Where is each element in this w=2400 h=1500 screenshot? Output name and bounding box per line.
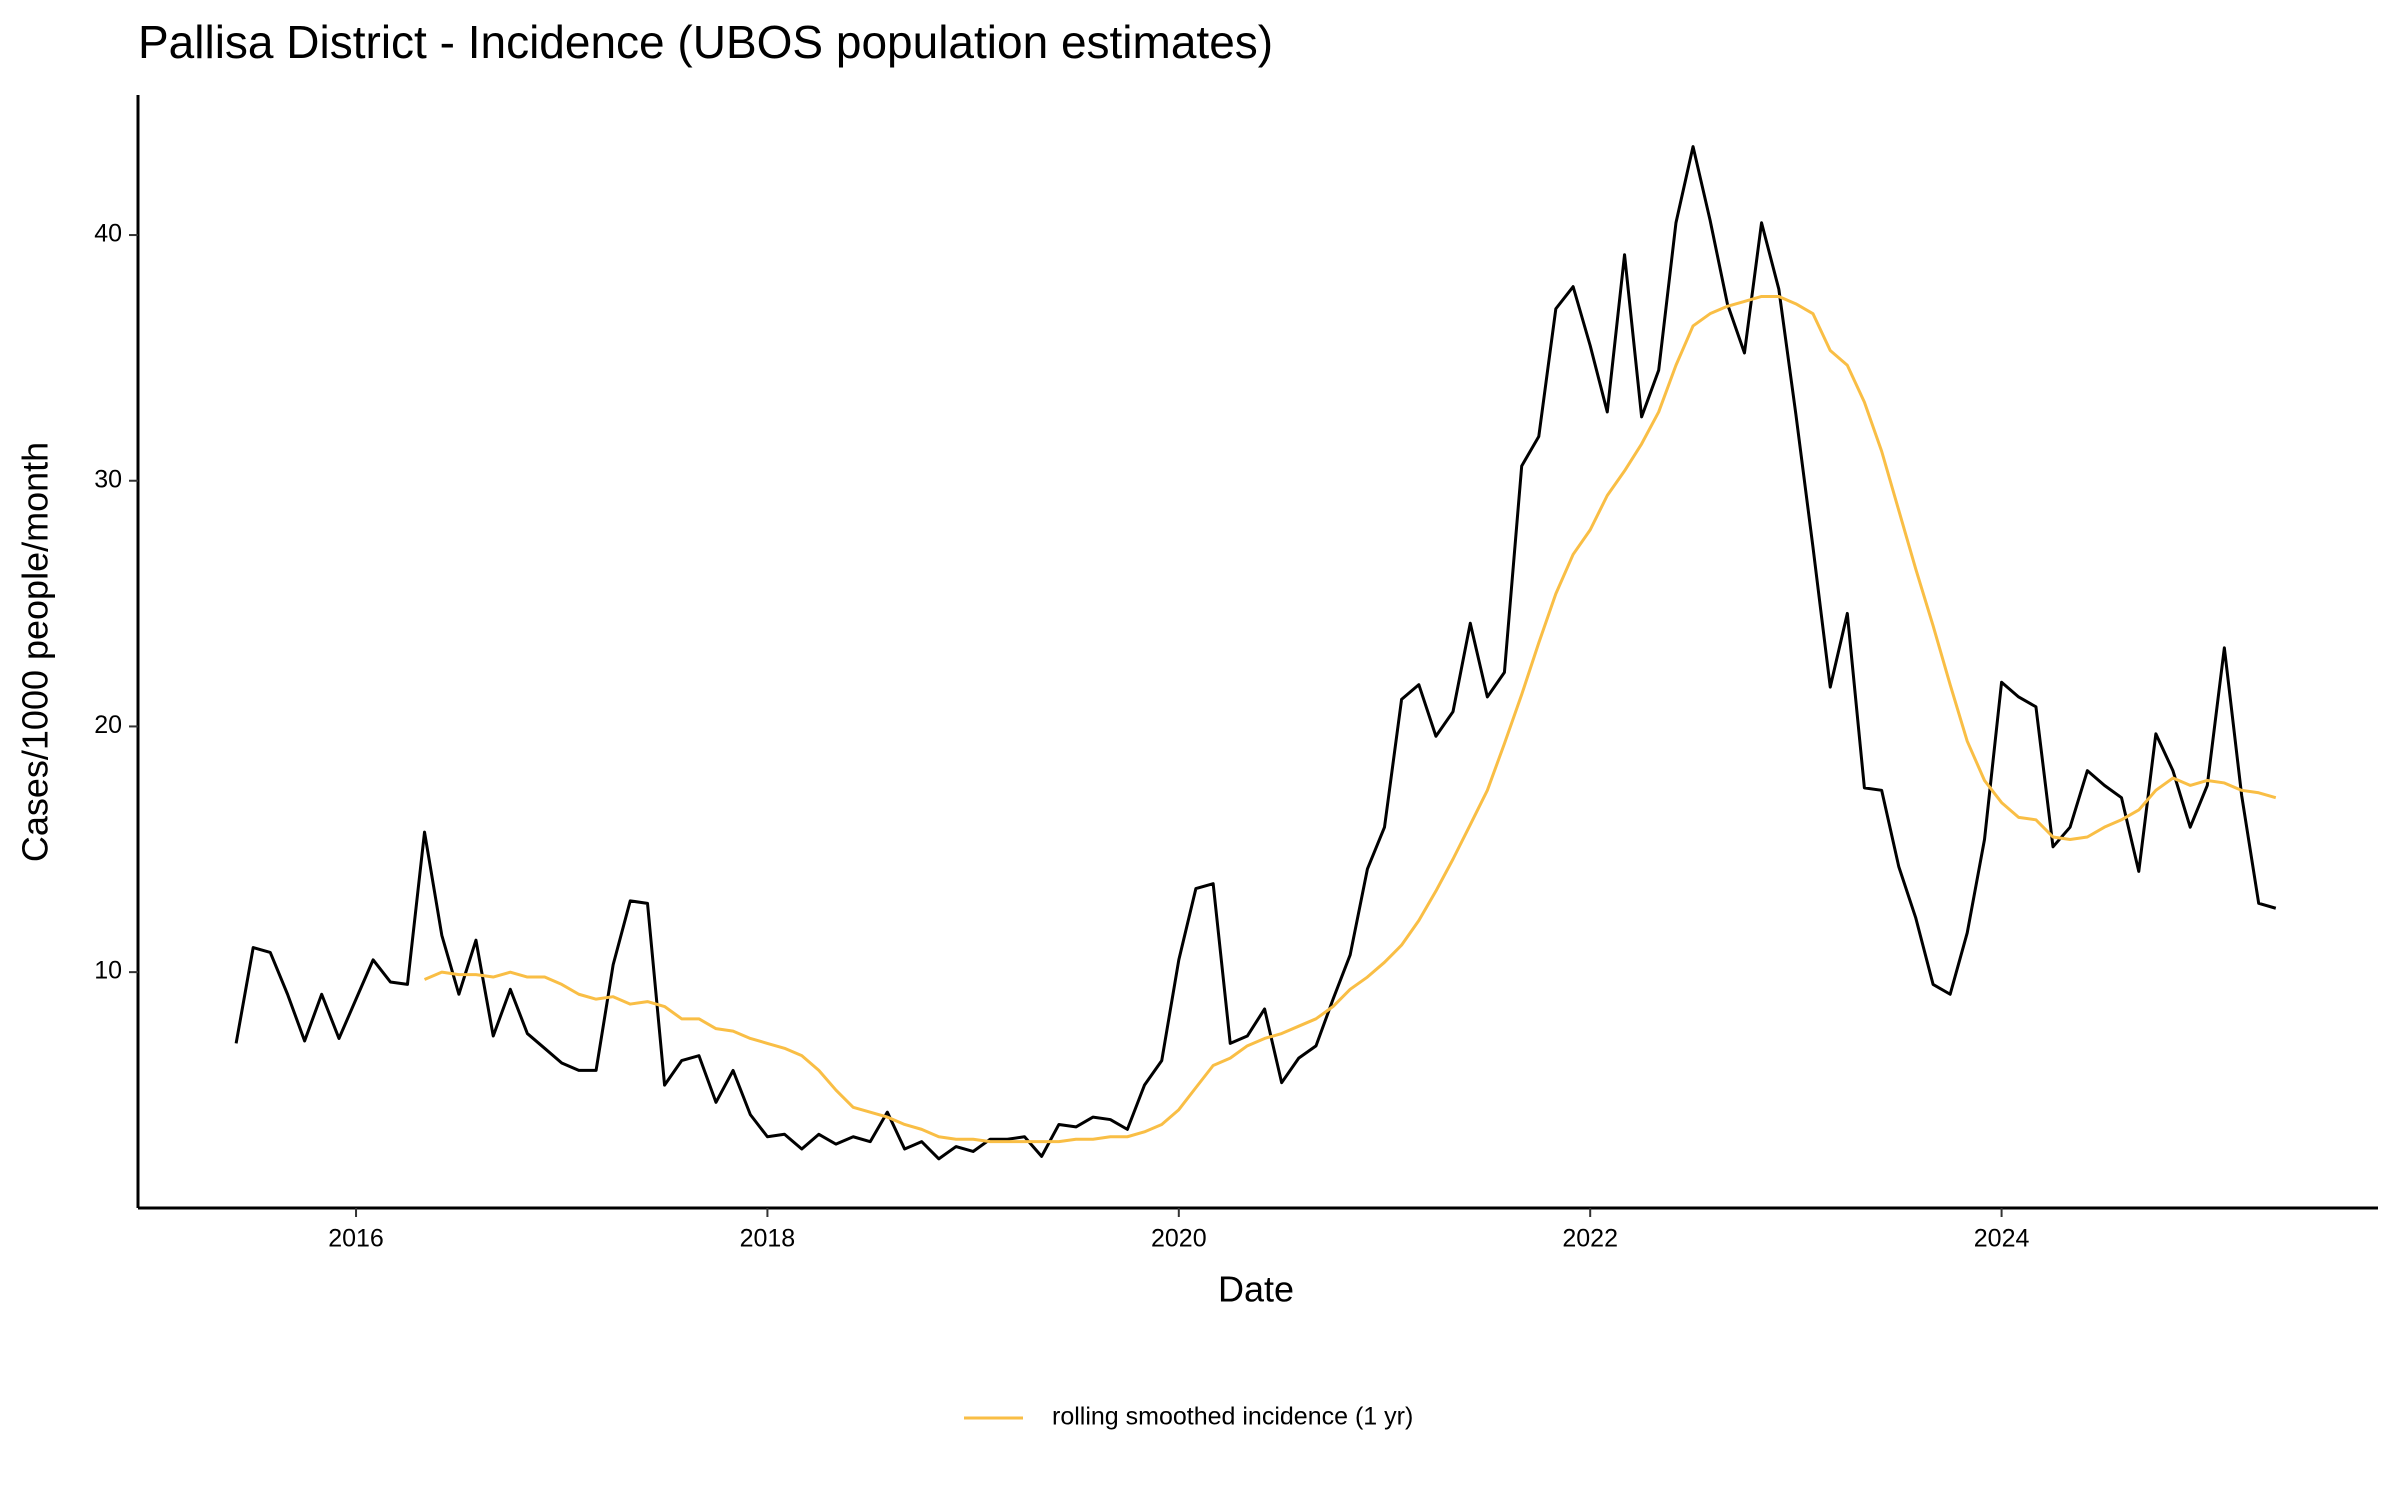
legend-label: rolling smoothed incidence (1 yr): [1052, 1403, 1413, 1431]
x-tick-label: 2020: [1151, 1225, 1207, 1253]
x-axis-title: Date: [1218, 1269, 1294, 1310]
y-tick-label: 30: [94, 465, 122, 493]
y-tick-label: 40: [94, 220, 122, 248]
series-line: [423, 294, 2277, 1144]
chart-title: Pallisa District - Incidence (UBOS popul…: [138, 16, 1273, 68]
y-axis-title: Cases/1000 people/month: [15, 442, 56, 862]
series-line: [234, 145, 2277, 1161]
x-tick-label: 2024: [1974, 1225, 2030, 1253]
x-tick-label: 2018: [740, 1225, 796, 1253]
y-tick-label: 20: [94, 711, 122, 739]
x-tick-label: 2022: [1562, 1225, 1618, 1253]
x-tick-label: 2016: [328, 1225, 384, 1253]
y-tick-label: 10: [94, 957, 122, 985]
